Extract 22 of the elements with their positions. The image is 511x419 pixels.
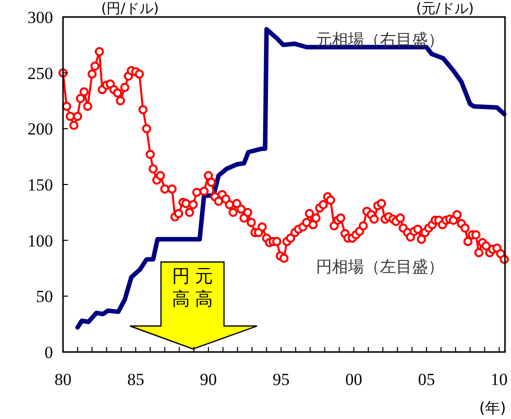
x-tick-label: 95 [272, 370, 290, 389]
y-tick-label: 50 [36, 287, 53, 306]
annotation: 円高 [172, 266, 190, 310]
x-tick-label: 80 [54, 370, 72, 389]
x-tick-label: 90 [200, 370, 217, 389]
y2-axis-title: (元/ドル) [416, 1, 474, 17]
x-tick-label: 00 [345, 370, 362, 389]
annotation: 元高 [195, 266, 213, 310]
x-axis-title: (年) [479, 399, 506, 417]
x-tick-label: 85 [127, 370, 144, 389]
y-tick-label: 250 [28, 64, 53, 83]
y-tick-label: 150 [28, 176, 53, 194]
series-label: 円相場（左目盛） [316, 257, 444, 276]
y-tick-label: 100 [28, 231, 53, 250]
series-label: 元相場（右目盛） [316, 30, 444, 49]
y-tick-label: 300 [28, 8, 53, 27]
x-tick-label: 10 [490, 370, 508, 389]
y-axis-title: (円/ドル) [101, 1, 159, 17]
line-series [75, 27, 507, 330]
y-tick-label: 0 [44, 343, 53, 362]
y-tick-label: 200 [28, 120, 53, 139]
x-tick-label: 05 [418, 370, 435, 389]
